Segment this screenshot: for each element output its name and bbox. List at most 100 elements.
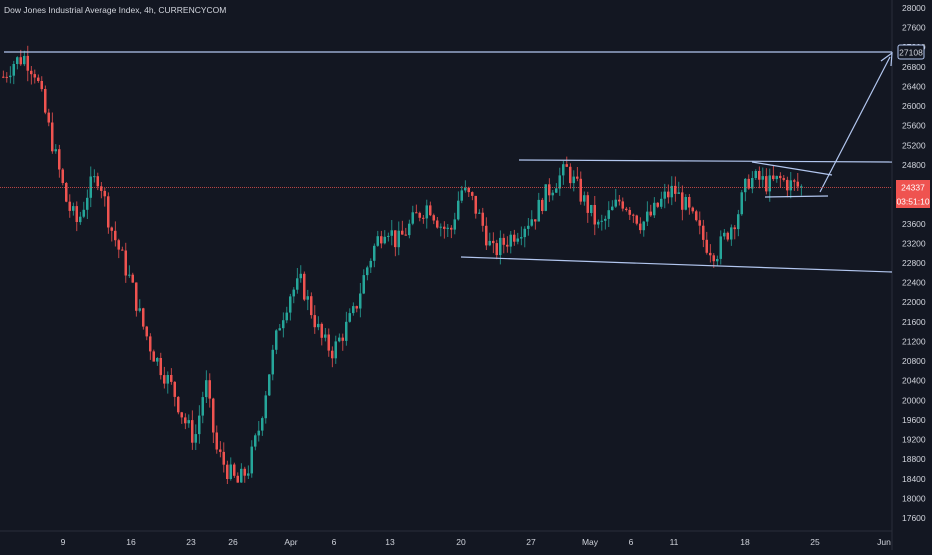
candle-body	[324, 334, 327, 338]
candle-body	[800, 186, 803, 188]
target-price-tag: 27108	[897, 44, 925, 60]
candle-body	[75, 206, 78, 222]
candle-body	[499, 237, 502, 256]
candle-body	[373, 245, 376, 261]
candle-body	[712, 255, 715, 262]
candle-body	[289, 296, 292, 313]
candle-body	[247, 473, 250, 476]
resistance-line[interactable]	[518, 159, 893, 163]
time-axis[interactable]: 9 16 23 26 Apr 6 13 20 27 May 6 11 18 25 Jun	[61, 537, 891, 547]
price-tick-label: 20800	[902, 356, 926, 366]
candle-body	[481, 212, 484, 226]
candle-body	[187, 420, 190, 424]
candle-body	[555, 188, 558, 193]
candle-body	[212, 398, 215, 433]
candle-body	[488, 240, 491, 246]
time-tick-label: 16	[126, 537, 136, 547]
support-line[interactable]	[460, 256, 893, 273]
candle-body	[331, 350, 334, 359]
candle-body	[744, 178, 747, 193]
wedge-upper-line[interactable]	[751, 161, 833, 176]
candle-body	[513, 234, 516, 242]
candle-body	[600, 220, 603, 222]
wedge-lower-line[interactable]	[764, 195, 829, 198]
candle-body	[145, 326, 148, 337]
candle-body	[54, 149, 57, 152]
candle-body	[593, 205, 596, 225]
candle-body	[296, 278, 299, 290]
candle-body	[121, 249, 124, 251]
candle-body	[19, 57, 22, 65]
candle-body	[425, 205, 428, 219]
candle-body	[9, 75, 12, 78]
candle-body	[474, 195, 477, 214]
price-tick-label: 18000	[902, 493, 926, 503]
candle-body	[551, 192, 554, 196]
candle-body	[632, 214, 635, 216]
candle-body	[271, 349, 274, 375]
candle-body	[695, 211, 698, 221]
candle-body	[261, 418, 264, 431]
drawings-group[interactable]	[4, 51, 893, 273]
candle-body	[152, 351, 155, 362]
candle-body	[485, 225, 488, 246]
candle-body	[327, 334, 330, 351]
candle-body	[12, 64, 15, 76]
candle-body	[541, 199, 544, 211]
time-tick-label: 11	[670, 537, 679, 547]
price-tick-label: 23200	[902, 238, 926, 248]
price-tick-label: 20400	[902, 376, 926, 386]
time-tick-label: 6	[332, 537, 337, 547]
candle-body	[117, 240, 120, 250]
candle-body	[114, 230, 117, 241]
candles-group	[2, 45, 803, 484]
price-tick-label: 25600	[902, 121, 926, 131]
projection-arrow[interactable]	[819, 56, 891, 193]
candle-body	[408, 223, 411, 236]
candle-body	[170, 375, 173, 382]
candle-body	[173, 381, 176, 397]
candle-body	[30, 70, 33, 75]
time-tick-label: 13	[385, 537, 395, 547]
candle-body	[782, 178, 785, 180]
candle-body	[285, 312, 288, 321]
candle-body	[439, 226, 442, 228]
candle-body	[257, 430, 260, 436]
price-tick-label: 23600	[902, 219, 926, 229]
candle-body	[86, 197, 89, 210]
candle-body	[709, 252, 712, 256]
candle-body	[635, 215, 638, 224]
candle-body	[194, 434, 197, 443]
candle-body	[646, 211, 649, 222]
candle-body	[796, 181, 799, 187]
price-tick-label: 26400	[902, 82, 926, 92]
candle-body	[415, 212, 418, 214]
candle-body	[100, 186, 103, 191]
candle-body	[471, 192, 474, 196]
candle-body	[737, 214, 740, 230]
candle-body	[341, 337, 344, 341]
price-tick-label: 22400	[902, 278, 926, 288]
candle-body	[751, 178, 754, 189]
candle-body	[730, 227, 733, 240]
time-tick-label: Apr	[284, 537, 297, 547]
candle-body	[460, 190, 463, 201]
candle-body	[586, 195, 589, 213]
price-tick-label: 26800	[902, 62, 926, 72]
candle-body	[362, 275, 365, 294]
current-price-label: 24337	[901, 183, 925, 193]
candle-body	[677, 192, 680, 194]
candle-body	[180, 412, 183, 418]
candle-body	[422, 217, 425, 219]
candle-body	[124, 250, 127, 276]
candle-body	[159, 358, 162, 376]
candle-body	[495, 243, 498, 256]
candle-body	[411, 212, 414, 224]
candle-body	[684, 197, 687, 210]
candle-body	[264, 395, 267, 419]
candle-body	[93, 176, 96, 178]
candle-body	[96, 176, 99, 187]
time-tick-label: 9	[61, 537, 66, 547]
